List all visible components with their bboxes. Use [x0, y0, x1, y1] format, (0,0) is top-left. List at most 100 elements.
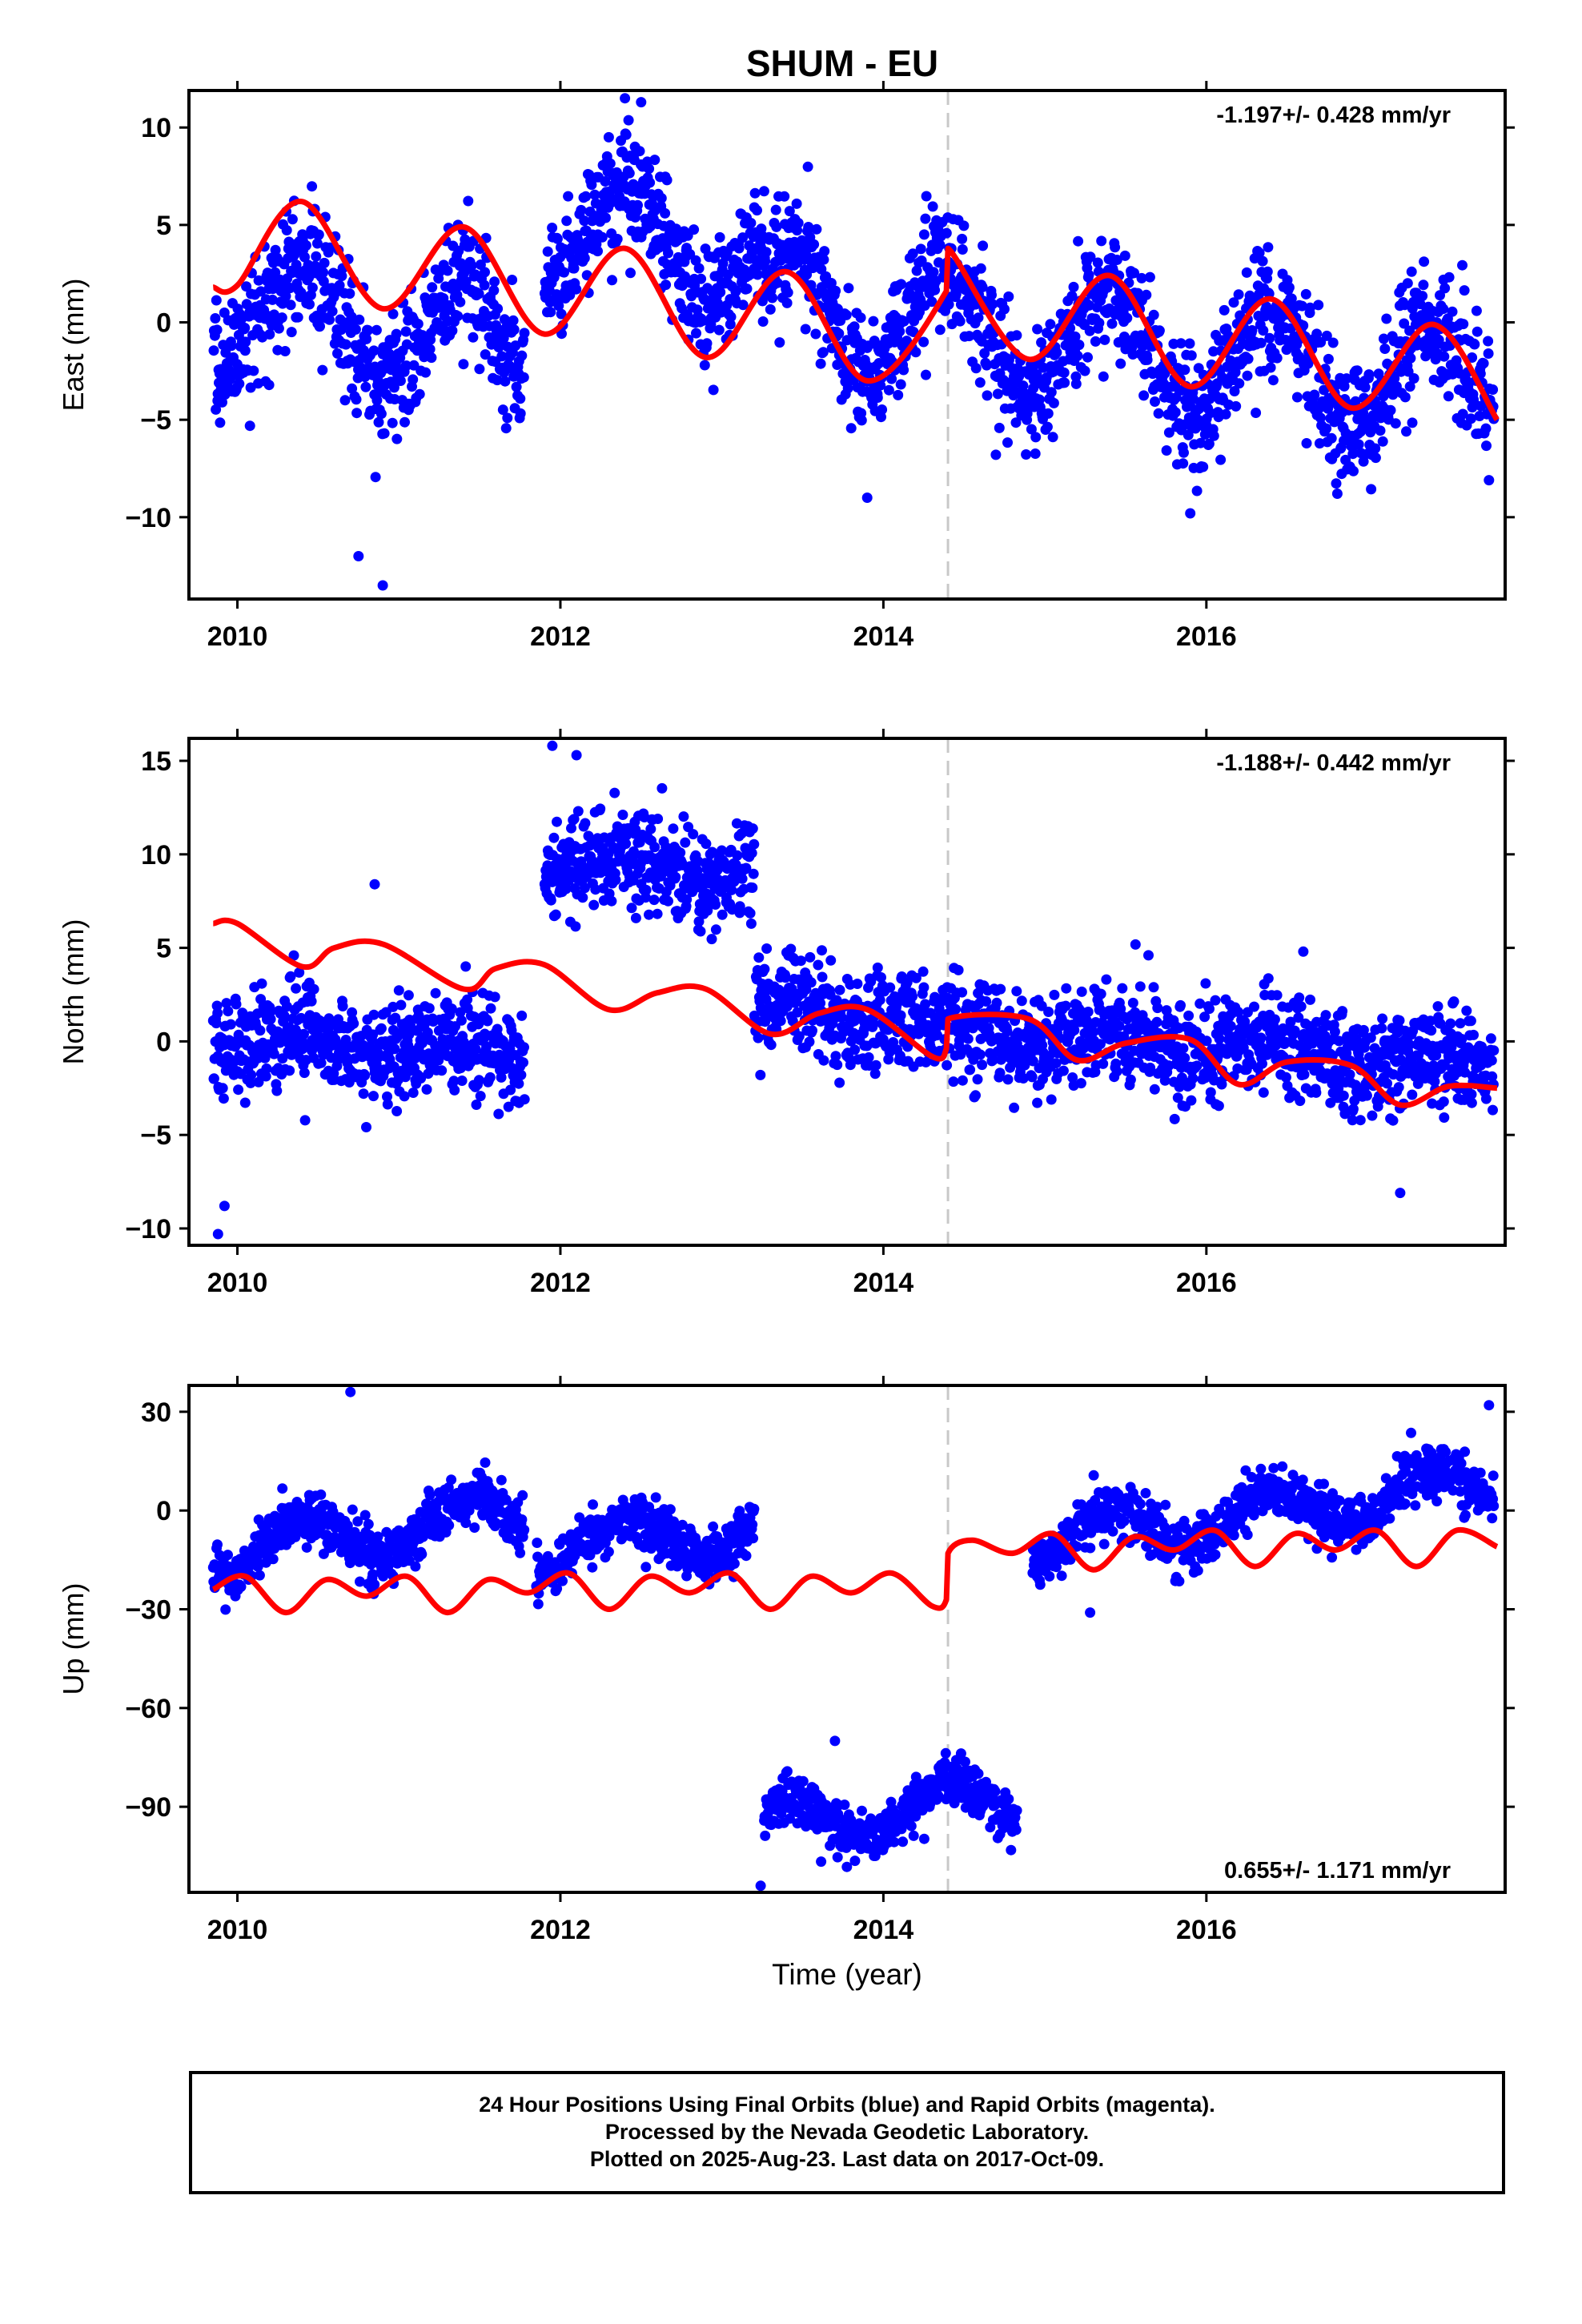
data-point	[496, 1072, 507, 1083]
data-point	[1094, 1039, 1106, 1050]
data-point	[800, 324, 811, 335]
data-point	[1427, 1098, 1438, 1109]
data-point	[604, 158, 616, 169]
data-point	[570, 921, 581, 932]
data-point	[644, 163, 655, 175]
data-point	[626, 903, 637, 914]
data-point	[446, 1003, 457, 1015]
data-point	[1341, 373, 1352, 384]
data-point	[874, 995, 885, 1006]
data-point	[999, 304, 1010, 315]
data-point	[1070, 378, 1082, 389]
data-point	[1399, 300, 1411, 311]
data-point	[311, 251, 322, 262]
data-point	[1153, 408, 1164, 419]
data-point	[400, 326, 412, 337]
data-point	[893, 389, 904, 400]
data-point	[1337, 1006, 1348, 1017]
data-point	[1027, 1055, 1038, 1067]
data-point	[590, 884, 601, 895]
data-point	[928, 267, 939, 278]
data-point	[458, 359, 469, 370]
data-point	[610, 875, 621, 886]
data-point	[706, 934, 717, 945]
data-point	[259, 1052, 271, 1063]
data-point	[515, 393, 526, 404]
data-point	[1127, 349, 1138, 360]
data-point	[696, 273, 707, 284]
data-point	[387, 308, 399, 320]
data-point	[636, 97, 647, 108]
data-point	[579, 215, 590, 227]
data-point	[563, 191, 574, 202]
data-point	[1076, 986, 1087, 997]
data-point	[991, 997, 1002, 1008]
data-point	[1185, 508, 1196, 519]
data-point	[1475, 368, 1486, 380]
data-point	[473, 1075, 484, 1086]
data-point	[286, 327, 297, 338]
data-point	[663, 895, 673, 907]
data-point	[301, 1542, 312, 1553]
data-point	[656, 193, 667, 203]
data-point	[737, 300, 749, 311]
data-point	[436, 1065, 448, 1076]
data-point	[1125, 1074, 1136, 1085]
data-point	[280, 291, 291, 302]
data-point	[873, 358, 885, 368]
data-point	[830, 285, 841, 296]
data-point	[1285, 1016, 1296, 1027]
data-point	[1315, 336, 1327, 348]
data-point	[741, 283, 753, 295]
data-point	[300, 240, 311, 251]
data-point	[883, 384, 894, 396]
data-point	[1068, 281, 1079, 292]
data-point	[1447, 306, 1458, 317]
data-point	[404, 1029, 415, 1040]
data-point	[804, 1036, 815, 1047]
data-point	[572, 806, 584, 817]
data-point	[918, 336, 930, 348]
data-point	[1294, 992, 1305, 1003]
data-point	[1334, 1035, 1344, 1047]
data-point	[911, 265, 922, 276]
data-point	[975, 263, 986, 274]
data-point	[1255, 1032, 1267, 1043]
data-point	[1094, 317, 1105, 328]
data-point	[978, 240, 989, 251]
data-point	[701, 838, 712, 850]
data-point	[408, 1088, 419, 1098]
data-point	[375, 408, 387, 420]
data-point	[1366, 484, 1377, 495]
data-point	[708, 384, 719, 396]
y-tick-label: −10	[125, 503, 171, 533]
data-point	[752, 205, 762, 216]
data-point	[707, 846, 718, 858]
data-point	[1215, 454, 1227, 465]
data-point	[519, 1042, 529, 1053]
data-point	[1283, 282, 1295, 293]
data-point	[306, 995, 317, 1007]
data-point	[217, 1083, 228, 1094]
data-point	[765, 1039, 777, 1051]
data-point	[652, 908, 663, 919]
data-point	[660, 207, 671, 219]
data-point	[1228, 297, 1239, 308]
data-point	[1448, 996, 1460, 1007]
data-point	[382, 1099, 393, 1110]
data-point	[311, 238, 323, 249]
data-point	[670, 871, 681, 883]
data-point	[830, 1051, 841, 1062]
data-point	[741, 862, 752, 874]
data-point	[1321, 330, 1332, 341]
data-point	[603, 131, 614, 143]
data-point	[568, 814, 580, 825]
data-point	[1480, 1093, 1492, 1104]
data-point	[1138, 390, 1150, 401]
data-point	[1175, 338, 1186, 349]
data-point	[452, 311, 464, 322]
data-point	[1353, 439, 1364, 450]
data-point	[427, 282, 438, 293]
data-point	[974, 377, 986, 388]
